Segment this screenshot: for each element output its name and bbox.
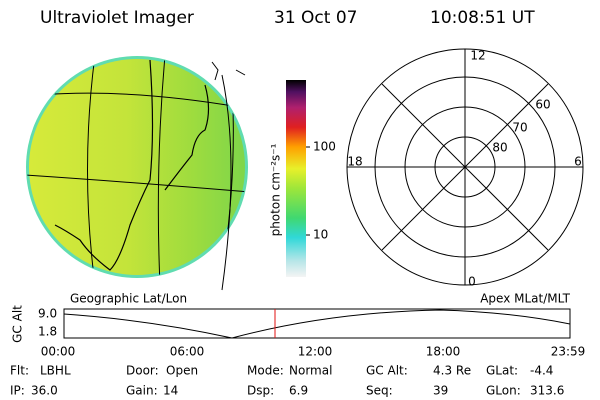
status-value: 14 bbox=[163, 384, 178, 398]
altitude-curve bbox=[63, 309, 571, 339]
x-tick-label: 06:00 bbox=[170, 345, 205, 359]
path-shape bbox=[221, 74, 232, 291]
status-label: Door: bbox=[126, 364, 159, 378]
colorbar-tick-label: 100 bbox=[313, 140, 336, 154]
status-label: Gain: bbox=[126, 384, 158, 398]
status-label: Seq: bbox=[366, 384, 393, 398]
status-label: GLon: bbox=[486, 384, 521, 398]
colorbar-label: photon cm⁻²s⁻¹ bbox=[269, 143, 283, 236]
x-tick-label: 23:59 bbox=[551, 345, 586, 359]
y-tick-label: 9.0 bbox=[38, 307, 57, 321]
status-value: 36.0 bbox=[31, 384, 58, 398]
lat-label: 80 bbox=[492, 141, 507, 155]
status-label: IP: bbox=[10, 384, 25, 398]
path-shape bbox=[211, 61, 246, 81]
polar-labels: 12 18 6 0 60 70 80 bbox=[347, 49, 581, 289]
time: 10:08:51 UT bbox=[430, 8, 535, 28]
path-shape bbox=[27, 174, 247, 193]
path-shape bbox=[87, 57, 96, 277]
status-label: Dsp: bbox=[247, 384, 274, 398]
status-value: -4.4 bbox=[530, 364, 553, 378]
status-label: GLat: bbox=[486, 364, 518, 378]
mlt-label: 18 bbox=[347, 155, 362, 169]
timeline: Geographic Lat/Lon Apex MLat/MLT GC Alt … bbox=[11, 292, 586, 359]
x-tick-label: 00:00 bbox=[41, 345, 76, 359]
path-shape bbox=[164, 84, 210, 191]
status-value: LBHL bbox=[40, 364, 71, 378]
line-shape bbox=[381, 83, 549, 251]
polar-grid bbox=[346, 48, 584, 286]
mlt-label: 12 bbox=[470, 49, 485, 63]
circle-shape bbox=[29, 59, 245, 275]
status-label: Flt: bbox=[10, 364, 29, 378]
lat-label: 70 bbox=[512, 121, 527, 135]
colorbar: 100 10 photon cm⁻²s⁻¹ bbox=[269, 80, 336, 277]
status-value: Normal bbox=[289, 364, 332, 378]
date: 31 Oct 07 bbox=[274, 8, 357, 28]
instrument-title: Ultraviolet Imager bbox=[40, 8, 194, 28]
x-tick-label: 18:00 bbox=[426, 345, 461, 359]
globe-image bbox=[26, 56, 248, 291]
y-axis-label: GC Alt bbox=[11, 305, 25, 343]
status-value: 39 bbox=[433, 384, 448, 398]
timeline-right-title: Apex MLat/MLT bbox=[480, 292, 570, 306]
path-shape bbox=[39, 92, 246, 109]
path-shape bbox=[157, 57, 166, 277]
status-panel: Flt: LBHL Door: Open Mode: Normal GC Alt: 4.3 R… bbox=[10, 364, 564, 398]
status-value: 4.3 Re bbox=[433, 364, 471, 378]
timeline-left-title: Geographic Lat/Lon bbox=[70, 292, 187, 306]
y-tick-label: 1.8 bbox=[38, 325, 57, 339]
x-tick-label: 12:00 bbox=[298, 345, 333, 359]
lat-label: 60 bbox=[535, 98, 550, 112]
status-label: GC Alt: bbox=[366, 364, 408, 378]
colorbar-tick-label: 10 bbox=[313, 228, 328, 242]
mlt-label: 0 bbox=[468, 275, 476, 289]
path-shape bbox=[54, 59, 154, 271]
mlt-label: 6 bbox=[574, 155, 582, 169]
status-value: 6.9 bbox=[289, 384, 308, 398]
status-value: Open bbox=[166, 364, 198, 378]
status-label: Mode: bbox=[247, 364, 284, 378]
rect-shape bbox=[286, 80, 306, 277]
status-value: 313.6 bbox=[530, 384, 564, 398]
